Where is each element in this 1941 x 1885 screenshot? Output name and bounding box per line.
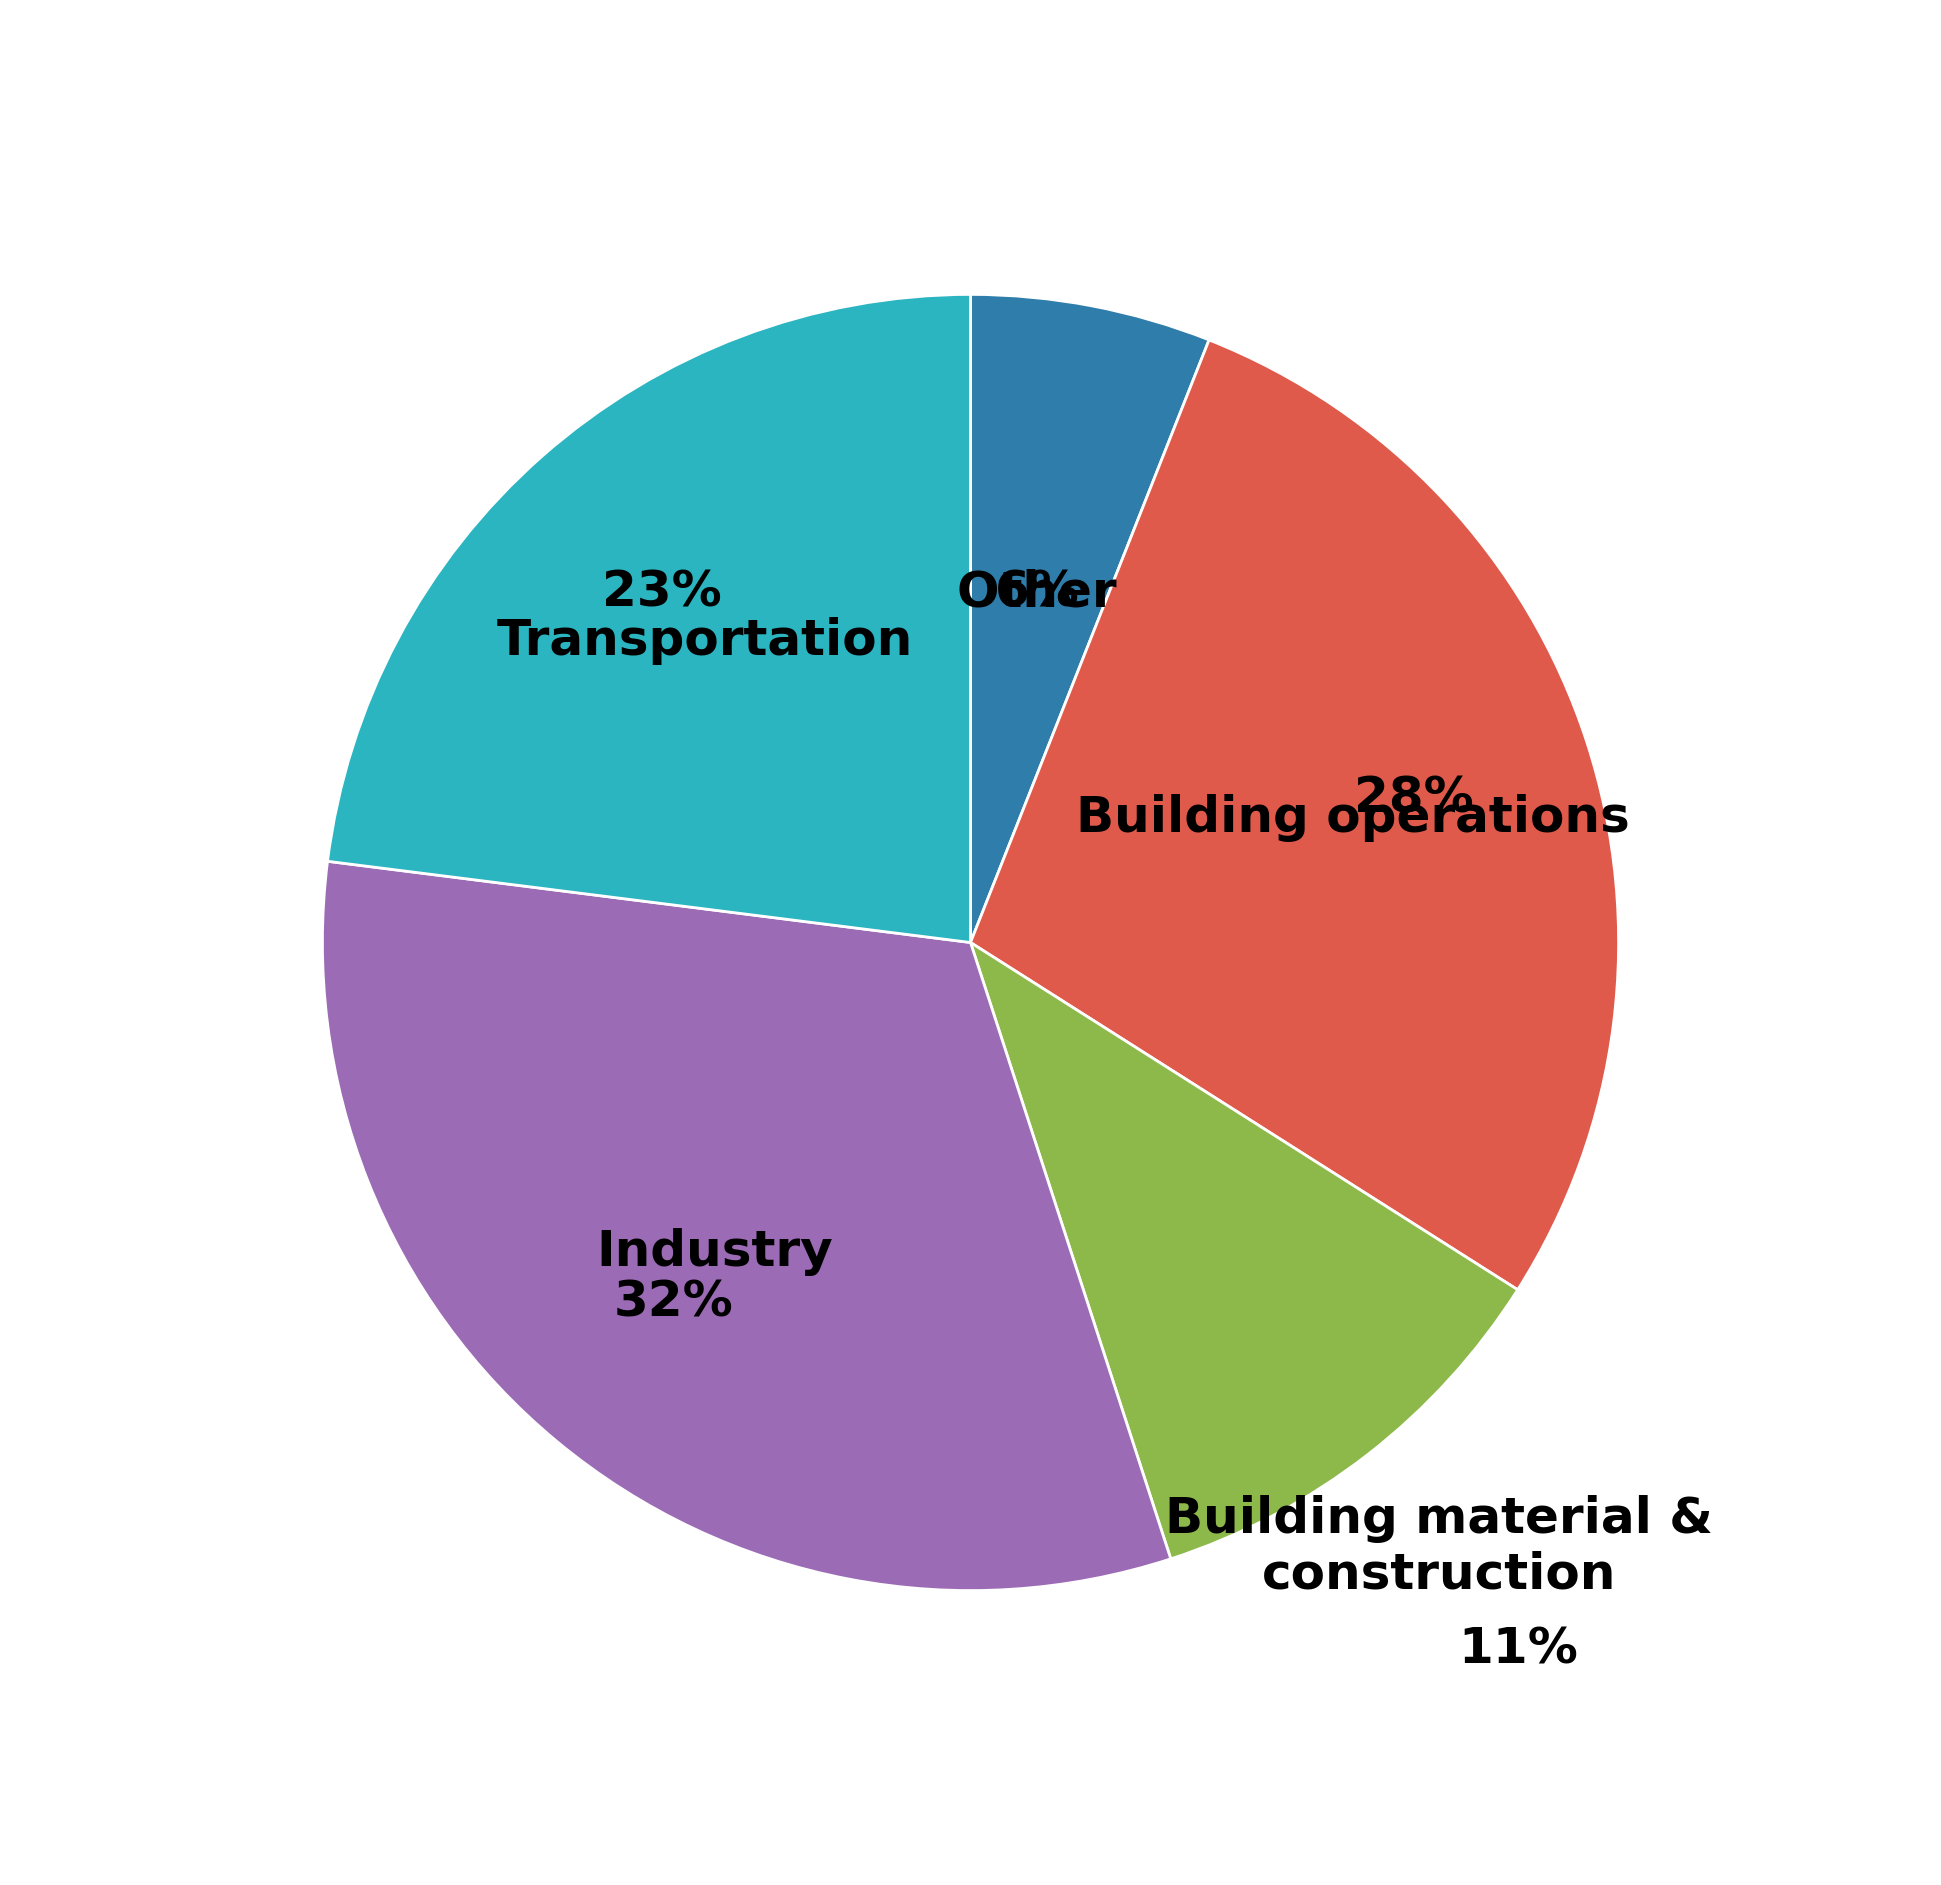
Wedge shape: [970, 294, 1209, 942]
Wedge shape: [322, 861, 1170, 1591]
Wedge shape: [970, 942, 1518, 1559]
Text: Building material &
construction: Building material & construction: [1165, 1495, 1714, 1598]
Text: Transportation: Transportation: [497, 616, 912, 665]
Text: 6%: 6%: [996, 569, 1079, 616]
Text: 11%: 11%: [1460, 1625, 1578, 1674]
Wedge shape: [328, 294, 970, 942]
Wedge shape: [970, 339, 1619, 1289]
Text: 28%: 28%: [1355, 775, 1473, 822]
Text: Industry: Industry: [596, 1229, 833, 1276]
Text: 23%: 23%: [602, 569, 722, 616]
Text: Other: Other: [957, 569, 1118, 616]
Text: Building operations: Building operations: [1075, 794, 1630, 843]
Text: 32%: 32%: [613, 1278, 734, 1325]
